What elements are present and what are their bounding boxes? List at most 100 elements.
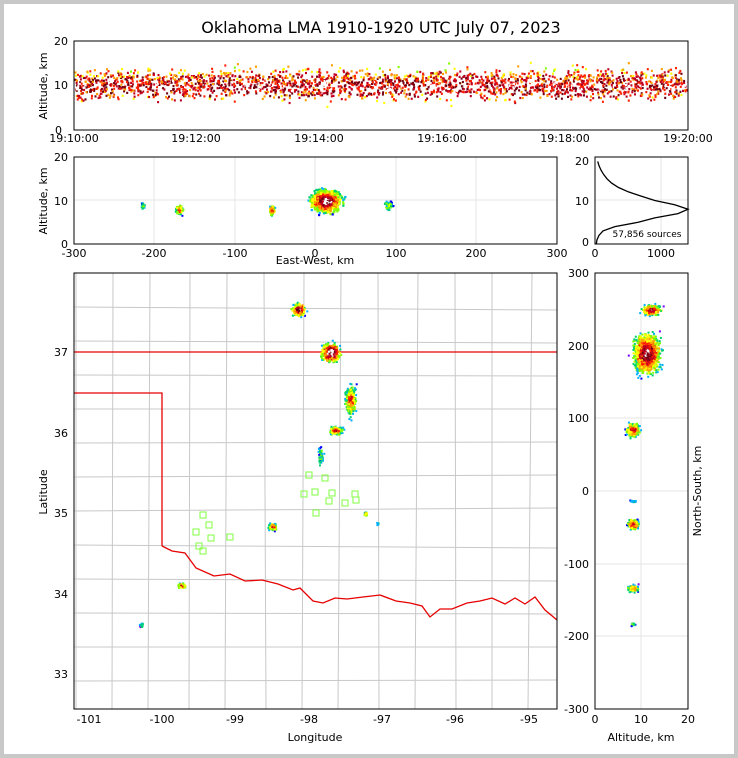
time-height-source [566, 77, 569, 80]
time-height-source [639, 79, 642, 82]
time-height-source [364, 96, 367, 99]
time-height-source [376, 96, 379, 99]
ew-height-source [141, 207, 144, 210]
time-height-source [602, 86, 605, 89]
time-height-source [380, 84, 383, 88]
ew-height-source [388, 209, 391, 212]
time-height-source [602, 75, 605, 78]
time-height-source [105, 78, 108, 81]
time-height-source [88, 84, 91, 87]
time-height-source [101, 84, 104, 87]
time-height-source [504, 98, 507, 101]
time-height-source [648, 82, 651, 85]
time-height-source [185, 92, 188, 96]
time-height-source [205, 80, 208, 83]
time-height-source [289, 88, 292, 91]
time-height-source [448, 62, 451, 65]
time-height-source [579, 83, 582, 86]
time-height-source [120, 73, 123, 76]
ew-height-source [337, 208, 340, 211]
time-height-source [228, 92, 231, 95]
time-height-source [326, 86, 329, 89]
time-height-source [541, 89, 544, 92]
time-height-source [247, 86, 250, 89]
time-height-source [439, 97, 442, 100]
time-height-source [430, 74, 432, 77]
time-height-source [314, 88, 316, 92]
time-height-source [640, 71, 643, 74]
ew-height-source [334, 203, 337, 206]
lma-figure: Oklahoma LMA 1910-1920 UTC July 07, 2023… [4, 4, 734, 754]
time-height-source [674, 91, 677, 94]
time-height-source [165, 96, 167, 99]
time-height-source [508, 88, 511, 91]
time-height-source [640, 74, 643, 77]
ew-height-source [313, 190, 316, 193]
time-height-source [387, 79, 390, 82]
time-height-source [501, 88, 504, 91]
time-height-source [172, 88, 175, 91]
plan-view-source [299, 305, 302, 308]
time-height-source [276, 81, 278, 84]
time-height-source [651, 96, 654, 99]
time-height-source [91, 77, 94, 80]
ew-height-source [333, 207, 336, 210]
time-height-source [124, 83, 127, 86]
county-line [147, 273, 151, 709]
time-height-source [259, 89, 262, 92]
time-height-source [483, 99, 486, 102]
time-height-source [618, 81, 621, 84]
time-height-source [191, 84, 193, 87]
time-height-source [242, 85, 245, 88]
time-height-source [310, 82, 313, 85]
time-height-source [395, 84, 398, 87]
time-height-source [491, 74, 494, 77]
time-height-source [181, 72, 184, 75]
time-height-source [280, 82, 283, 85]
ew-height-source [387, 204, 390, 207]
plan-view-source [296, 306, 299, 309]
ew-height-source [177, 208, 180, 211]
time-height-source [516, 78, 519, 81]
time-height-source [131, 78, 134, 81]
time-height-source [318, 91, 321, 94]
time-height-source [224, 83, 227, 86]
ew-height-source [324, 200, 327, 203]
time-height-source [126, 76, 128, 79]
time-height-source [500, 81, 503, 84]
time-height-source [209, 83, 212, 86]
time-height-source [142, 84, 145, 87]
time-height-source [224, 87, 226, 90]
plan-view-source [290, 308, 293, 311]
time-height-source [470, 79, 472, 83]
plan-view-source [295, 314, 298, 317]
time-height-source [445, 99, 448, 102]
plan-view-source [303, 306, 306, 309]
time-height-source [112, 94, 115, 97]
time-height-source [478, 80, 481, 83]
time-height-source [337, 70, 340, 73]
plan-view-source [301, 308, 304, 311]
time-height-source [101, 79, 103, 82]
time-height-source [557, 85, 560, 88]
time-height-source [577, 87, 580, 90]
time-height-source [273, 76, 276, 79]
ew-height-source [336, 194, 339, 197]
ew-height-source [140, 206, 143, 209]
time-height-source [156, 86, 158, 89]
time-height-source [214, 98, 216, 101]
time-height-source [277, 80, 280, 83]
time-height-source [600, 80, 602, 84]
ew-height-source [176, 207, 179, 210]
time-height-source [297, 93, 300, 96]
ew-height-source [319, 206, 322, 210]
time-height-source [571, 64, 574, 67]
time-height-source [106, 68, 108, 71]
plan-view-source [295, 310, 298, 313]
time-height-source [465, 79, 468, 82]
plan-view-source [302, 313, 305, 316]
time-height-source [437, 88, 440, 92]
time-height-source [394, 86, 397, 89]
time-height-source [289, 90, 292, 93]
ew-height-source [327, 194, 330, 197]
